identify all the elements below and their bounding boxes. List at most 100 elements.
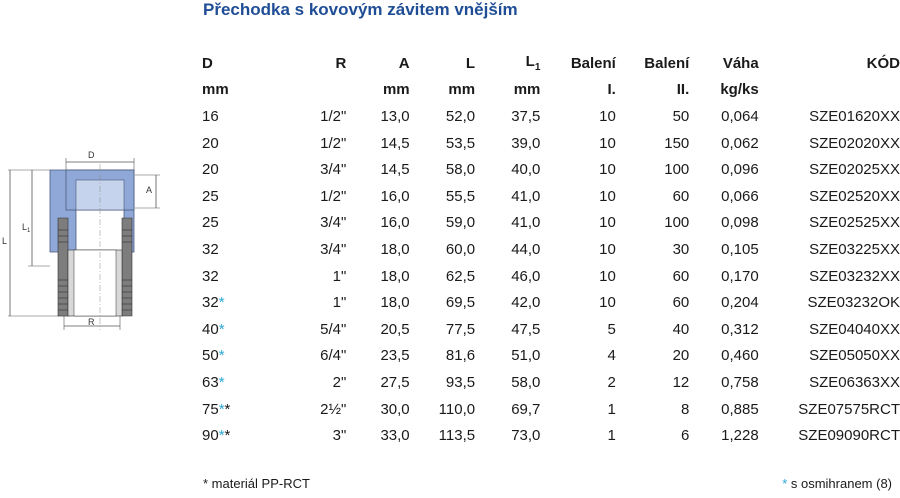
col-header-l1: L1: [525, 53, 541, 74]
cell-d: 50*: [202, 347, 225, 365]
diagram-label-l1: L: [22, 222, 27, 232]
col-header-vaha: Váha: [722, 54, 759, 72]
cell-l1: 41,0: [511, 214, 541, 232]
cell-l1: 51,0: [511, 347, 541, 365]
cell-b1: 10: [599, 240, 616, 258]
cell-r: 6/4": [320, 347, 347, 365]
cell-l1: 47,5: [511, 320, 541, 338]
col-header-r: R: [335, 54, 347, 72]
cell-l1: 44,0: [511, 240, 541, 258]
cell-k: SZE02025XX: [809, 161, 900, 179]
cell-k: SZE02020XX: [809, 134, 900, 152]
cell-l1: 58,0: [511, 373, 541, 391]
cell-l: 55,5: [445, 187, 476, 205]
cell-a: 33,0: [380, 427, 410, 445]
cell-r: 5/4": [320, 320, 347, 338]
header-row: D R A L L1 Balení Balení Váha KÓD: [196, 50, 900, 77]
spec-table: D R A L L1 Balení Balení Váha KÓD mm mm …: [196, 50, 900, 449]
col-header-kod: KÓD: [866, 54, 900, 72]
cell-b1: 1: [607, 427, 616, 445]
fitting-diagram: D A L1 L R: [2, 150, 160, 330]
material-star: *: [218, 347, 225, 365]
cell-k: SZE05050XX: [809, 347, 900, 365]
octagon-star: *: [224, 400, 231, 418]
cell-r: 1/2": [320, 134, 347, 152]
cell-a: 18,0: [380, 240, 410, 258]
cell-r: 1": [332, 294, 347, 312]
cell-b2: 100: [664, 214, 690, 232]
cell-a: 18,0: [380, 294, 410, 312]
table-row: 20 3/4" 14,5 58,0 40,0 10 100 0,096 SZE02025XX: [196, 156, 900, 183]
cell-a: 14,5: [380, 161, 410, 179]
cell-l: 60,0: [445, 240, 476, 258]
cell-b2: 8: [680, 400, 690, 418]
footnote-material: * materiál PP-RCT: [203, 476, 310, 491]
cell-a: 30,0: [380, 400, 410, 418]
cell-l1: 73,0: [511, 427, 541, 445]
cell-r: 1/2": [320, 187, 347, 205]
cell-l: 53,5: [445, 134, 476, 152]
cell-d: 32: [202, 267, 219, 285]
table-row: 63* 2" 27,5 93,5 58,0 2 12 0,758 SZE06363XX: [196, 369, 900, 396]
col-header-d: D: [202, 54, 213, 72]
table-row: 20 1/2" 14,5 53,5 39,0 10 150 0,062 SZE02020XX: [196, 130, 900, 157]
cell-k: SZE01620XX: [809, 107, 900, 125]
cell-k: SZE03225XX: [809, 240, 900, 258]
cell-d: 16: [202, 107, 219, 125]
cell-b2: 100: [664, 161, 690, 179]
cell-b1: 10: [599, 187, 616, 205]
octagon-star: *: [224, 427, 231, 445]
cell-v: 0,312: [721, 320, 759, 338]
cell-l: 69,5: [445, 294, 476, 312]
col-header-baleni-2: Balení: [644, 54, 690, 72]
table-row: 40* 5/4" 20,5 77,5 47,5 5 40 0,312 SZE04040XX: [196, 316, 900, 343]
unit-r: [250, 77, 347, 104]
cell-r: 3/4": [320, 161, 347, 179]
svg-text:L1: L1: [22, 222, 31, 234]
cell-l: 59,0: [445, 214, 476, 232]
cell-d: 20: [202, 134, 219, 152]
cell-l: 62,5: [445, 267, 476, 285]
material-star: *: [218, 400, 225, 418]
cell-k: SZE09090RCT: [798, 427, 900, 445]
material-star: *: [218, 373, 225, 391]
cell-a: 16,0: [380, 187, 410, 205]
table-row: 75** 2½" 30,0 110,0 69,7 1 8 0,885 SZE07575RCT: [196, 396, 900, 423]
cell-d: 25: [202, 187, 219, 205]
cell-l: 58,0: [445, 161, 476, 179]
cell-b2: 50: [672, 107, 690, 125]
unit-baleni-2: II.: [676, 81, 690, 99]
cell-l1: 41,0: [511, 187, 541, 205]
material-star: *: [218, 294, 225, 312]
cell-d: 32*: [202, 294, 225, 312]
cell-l1: 46,0: [511, 267, 541, 285]
unit-vaha: kg/ks: [720, 81, 759, 99]
units-row: mm mm mm mm I. II. kg/ks: [196, 77, 900, 104]
unit-l1: mm: [513, 81, 541, 99]
cell-r: 3": [332, 427, 347, 445]
cell-a: 23,5: [380, 347, 410, 365]
cell-l: 93,5: [445, 373, 476, 391]
cell-v: 0,170: [721, 267, 759, 285]
cell-k: SZE02525XX: [809, 214, 900, 232]
cell-b2: 12: [672, 373, 690, 391]
cell-b2: 20: [672, 347, 690, 365]
cell-v: 0,096: [721, 161, 759, 179]
diagram-label-l1-sub: 1: [27, 228, 31, 234]
cell-d: 20: [202, 161, 219, 179]
diagram-label-l: L: [2, 236, 7, 246]
cell-v: 0,064: [721, 107, 759, 125]
table-row: 25 1/2" 16,0 55,5 41,0 10 60 0,066 SZE02520XX: [196, 183, 900, 210]
diagram-label-a: A: [146, 185, 152, 195]
cell-v: 0,204: [721, 294, 759, 312]
cell-k: SZE06363XX: [809, 373, 900, 391]
cell-b2: 150: [664, 134, 690, 152]
col-header-a: A: [398, 54, 410, 72]
cell-d: 90**: [202, 427, 231, 445]
cell-r: 1": [332, 267, 347, 285]
diagram-label-r: R: [88, 317, 95, 327]
cell-b1: 10: [599, 107, 616, 125]
cell-l: 81,6: [445, 347, 476, 365]
cell-b2: 60: [672, 187, 690, 205]
cell-b1: 10: [599, 294, 616, 312]
